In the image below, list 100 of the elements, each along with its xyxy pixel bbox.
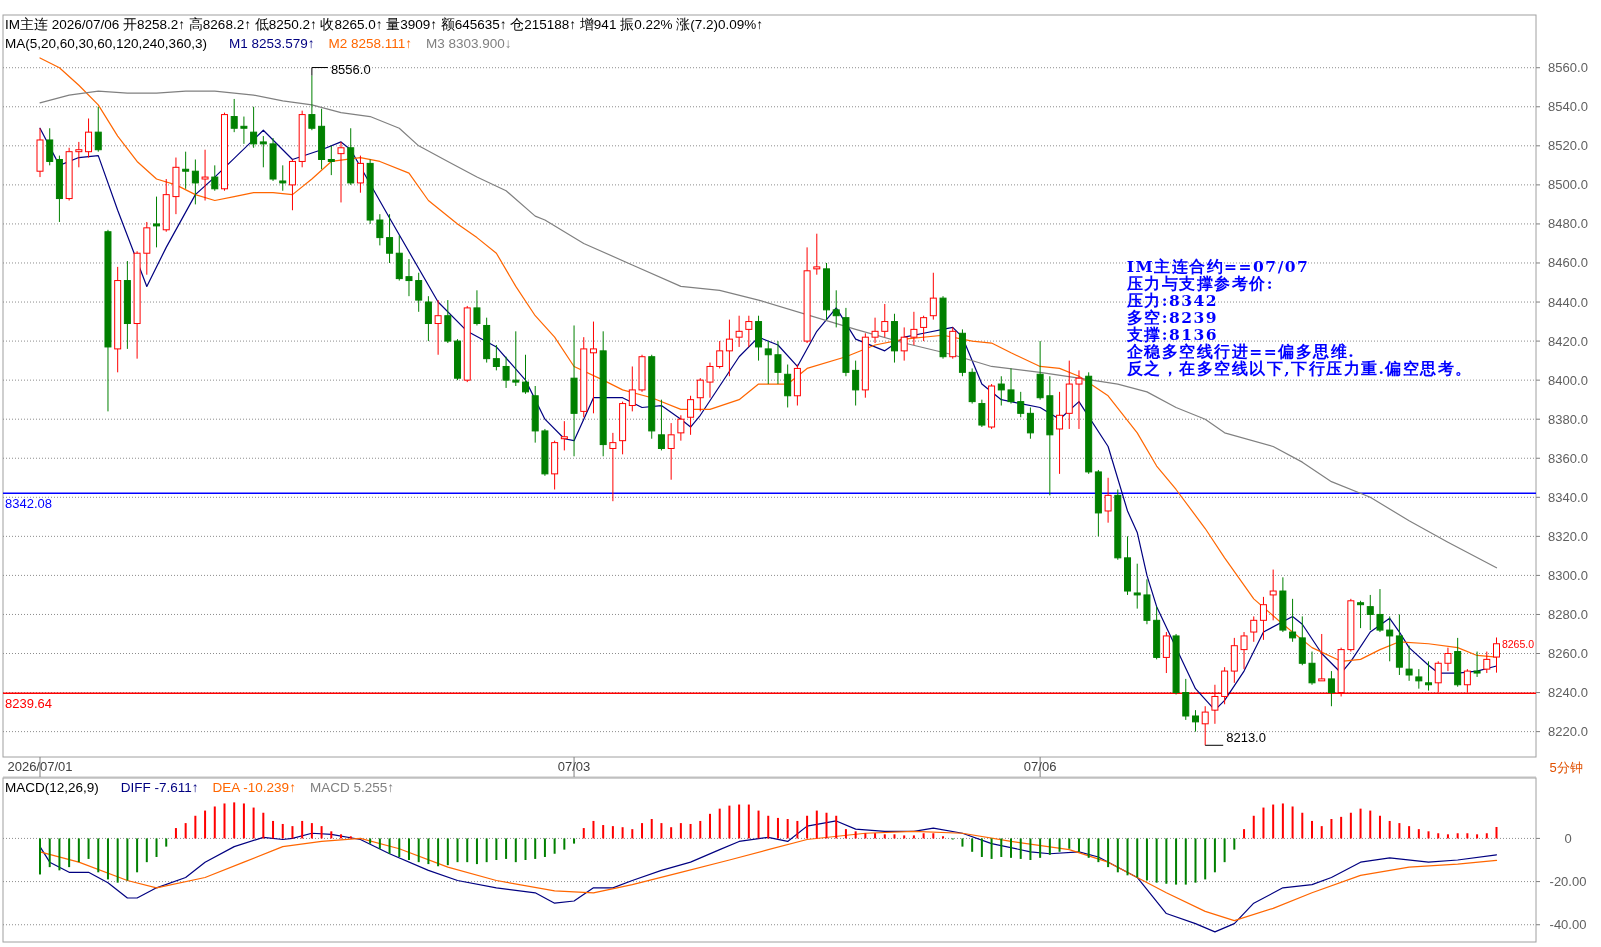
bar bbox=[58, 838, 61, 871]
bar bbox=[330, 831, 333, 839]
bar bbox=[116, 838, 119, 883]
y-tick-label: 8360.0 bbox=[1548, 450, 1588, 466]
text: M1 8253.579↑ bbox=[228, 36, 315, 51]
bar bbox=[1155, 838, 1158, 883]
bar bbox=[272, 820, 275, 839]
bar bbox=[864, 833, 867, 839]
bar bbox=[388, 838, 391, 854]
bar bbox=[1466, 833, 1469, 839]
y-tick-label: 8560.0 bbox=[1548, 60, 1588, 76]
bar bbox=[213, 806, 216, 839]
bar bbox=[728, 805, 731, 839]
bar bbox=[1398, 823, 1401, 839]
y-tick-label: 8440.0 bbox=[1548, 294, 1588, 310]
bar bbox=[1349, 812, 1352, 839]
y-tick-label: 8420.0 bbox=[1548, 333, 1588, 349]
bar bbox=[407, 838, 410, 860]
y-tick-label: 8460.0 bbox=[1548, 255, 1588, 271]
bar bbox=[650, 819, 653, 839]
bar bbox=[466, 838, 469, 863]
bar bbox=[1019, 838, 1022, 859]
bar bbox=[796, 820, 799, 839]
bar bbox=[1194, 838, 1197, 883]
bar bbox=[1320, 826, 1323, 839]
bar bbox=[786, 819, 789, 839]
legend-title: MACD(12,26,9) bbox=[5, 780, 99, 795]
bar bbox=[806, 815, 809, 839]
bar bbox=[1077, 838, 1080, 852]
ref-line-label: 8342.08 bbox=[5, 496, 52, 512]
bar bbox=[1000, 838, 1003, 857]
bar bbox=[631, 829, 634, 839]
bar bbox=[1107, 838, 1110, 868]
bar bbox=[815, 810, 818, 839]
y-tick-label: 8380.0 bbox=[1548, 411, 1588, 427]
bar bbox=[592, 820, 595, 839]
bar bbox=[1116, 838, 1119, 873]
bar bbox=[1485, 833, 1488, 839]
bar bbox=[1058, 838, 1061, 852]
bar bbox=[1446, 834, 1449, 839]
bar bbox=[825, 812, 828, 839]
y-tick-label: 8260.0 bbox=[1548, 646, 1588, 662]
bar bbox=[495, 838, 498, 860]
bar bbox=[1340, 816, 1343, 839]
bar bbox=[1126, 838, 1129, 876]
bar bbox=[456, 838, 459, 863]
bar bbox=[883, 834, 886, 839]
bar bbox=[320, 826, 323, 839]
bar bbox=[903, 835, 906, 839]
text: DIFF -7.611↑ bbox=[120, 780, 199, 795]
bar bbox=[854, 831, 857, 839]
bar bbox=[505, 838, 508, 859]
bar bbox=[893, 834, 896, 839]
bar bbox=[1165, 838, 1168, 884]
bar bbox=[1039, 838, 1042, 858]
bar bbox=[417, 838, 420, 863]
bar bbox=[738, 804, 741, 839]
bar bbox=[641, 823, 644, 839]
bar bbox=[1097, 838, 1100, 863]
annotation: 压力与支撑参考价: bbox=[1125, 274, 1274, 293]
bar bbox=[1417, 829, 1420, 839]
bar bbox=[553, 838, 556, 854]
bar bbox=[611, 826, 614, 839]
bar bbox=[573, 838, 576, 844]
bar bbox=[68, 838, 71, 868]
bar bbox=[1136, 838, 1139, 878]
bar bbox=[1378, 815, 1381, 839]
bar bbox=[1476, 834, 1479, 839]
bar bbox=[378, 838, 381, 849]
bar bbox=[155, 838, 158, 857]
bar bbox=[747, 804, 750, 839]
series-label: MACD 5.255↑ bbox=[309, 780, 394, 795]
bar bbox=[932, 833, 935, 839]
bar bbox=[1388, 820, 1391, 839]
bar bbox=[1204, 838, 1207, 880]
bar bbox=[1437, 833, 1440, 839]
y-tick-label: 8300.0 bbox=[1548, 567, 1588, 583]
bar bbox=[1281, 803, 1284, 839]
text: M2 8258.111↑ bbox=[328, 36, 413, 51]
bar bbox=[689, 823, 692, 839]
bar bbox=[475, 838, 478, 865]
bar bbox=[1427, 831, 1430, 839]
bar bbox=[1311, 820, 1314, 839]
annotation: 8213.0 bbox=[1226, 730, 1266, 746]
y-tick-label: 8540.0 bbox=[1548, 99, 1588, 115]
bar bbox=[670, 827, 673, 839]
bar bbox=[194, 815, 197, 839]
bar bbox=[1010, 838, 1012, 858]
bar bbox=[87, 838, 90, 859]
bar bbox=[1068, 838, 1071, 849]
bar bbox=[1223, 838, 1226, 863]
bar bbox=[708, 813, 711, 839]
text: 8265.0 bbox=[1501, 637, 1535, 650]
bar bbox=[961, 838, 964, 847]
bar bbox=[291, 826, 294, 839]
bar bbox=[1029, 838, 1032, 860]
annotation: 压力:8342 bbox=[1125, 291, 1219, 310]
annotation: IM主连合约==07/07 bbox=[1126, 257, 1310, 276]
bar bbox=[77, 838, 80, 863]
bar bbox=[912, 835, 915, 839]
